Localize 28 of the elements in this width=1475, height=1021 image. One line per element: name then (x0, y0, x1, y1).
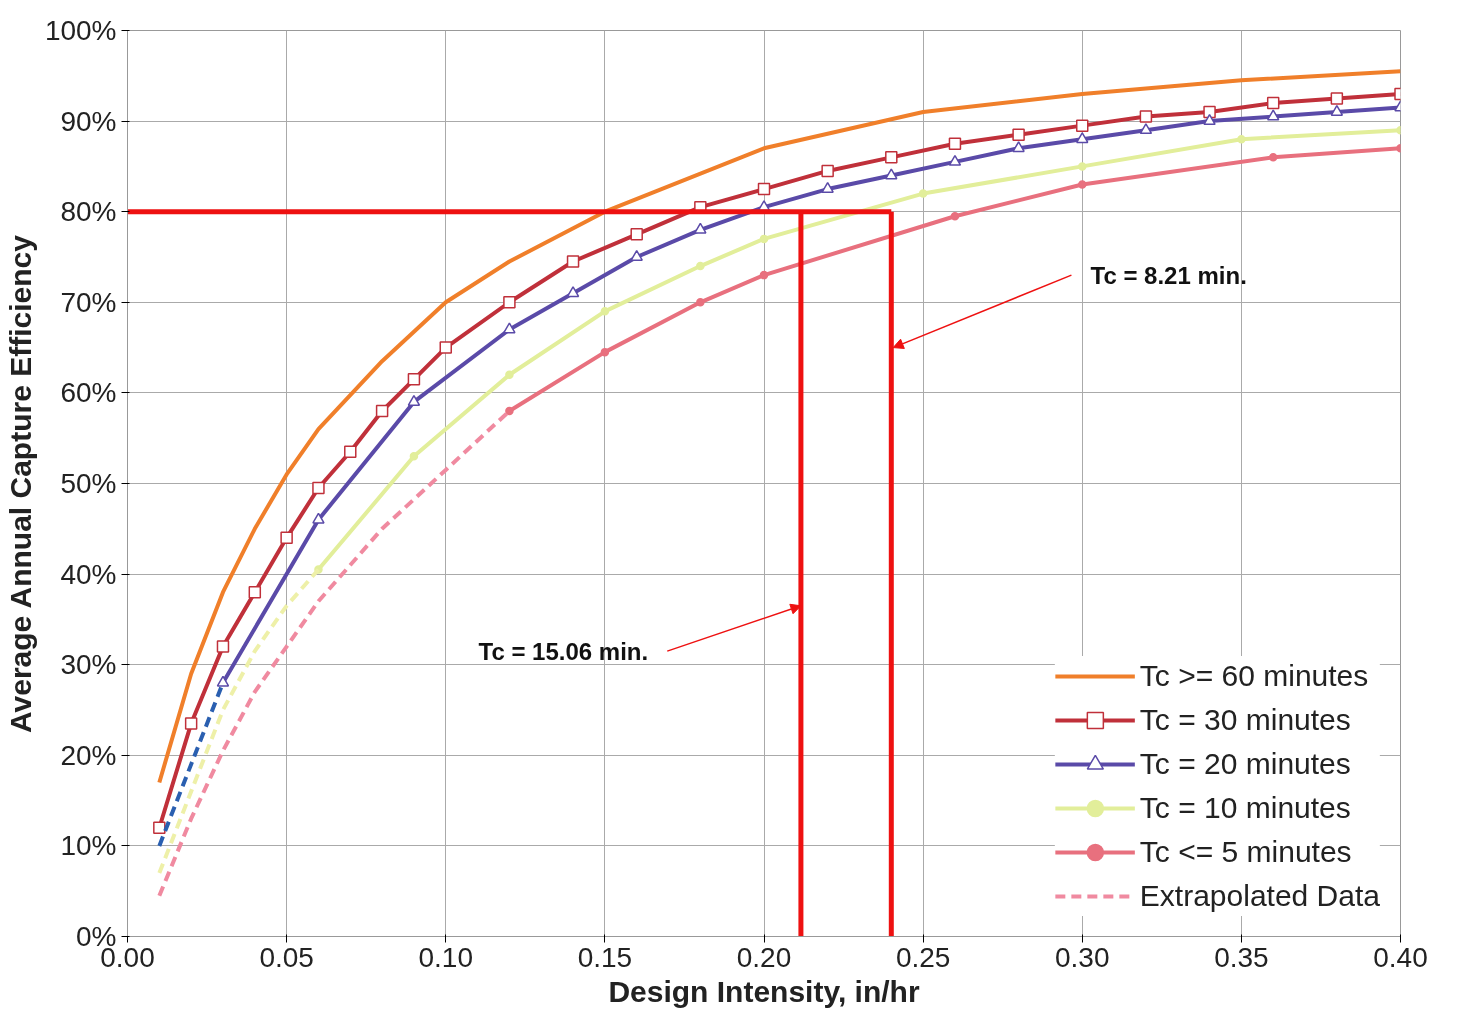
legend-label: Tc <= 5 minutes (1139, 835, 1352, 869)
x-tick-label: 0.10 (418, 941, 473, 973)
y-tick-label: 20% (60, 739, 117, 771)
y-tick-label: 40% (60, 558, 117, 590)
annotation: Tc = 15.06 min. (478, 637, 649, 665)
x-tick-label: 0.25 (895, 941, 951, 973)
y-tick-label: 60% (60, 377, 117, 409)
legend-label: Extrapolated Data (1139, 879, 1380, 913)
y-tick-label: 80% (60, 196, 117, 228)
y-tick-label: 100% (44, 15, 117, 46)
x-tick-label: 0.30 (1055, 941, 1110, 973)
x-tick-label: 0.40 (1373, 941, 1428, 973)
annotation: Tc = 8.21 min. (1090, 261, 1247, 289)
x-axis-title: Design Intensity, in/hr (608, 974, 920, 1008)
x-tick-label: 0.15 (577, 941, 633, 973)
x-tick-label: 0.35 (1214, 941, 1269, 973)
legend-label: Tc = 10 minutes (1139, 791, 1351, 825)
x-tick-label: 0.05 (259, 941, 314, 973)
legend-label: Tc = 30 minutes (1139, 703, 1351, 737)
legend-label: Tc >= 60 minutes (1139, 659, 1369, 693)
y-tick-label: 90% (60, 105, 117, 137)
y-axis-title: Average Annual Capture Efficiency (3, 234, 37, 734)
y-tick-label: 30% (60, 649, 117, 681)
legend-label: Tc = 20 minutes (1139, 747, 1351, 781)
x-tick-label: 0.20 (736, 941, 792, 973)
y-tick-label: 70% (60, 286, 117, 318)
y-tick-label: 10% (60, 830, 117, 862)
y-tick-label: 50% (60, 468, 117, 499)
